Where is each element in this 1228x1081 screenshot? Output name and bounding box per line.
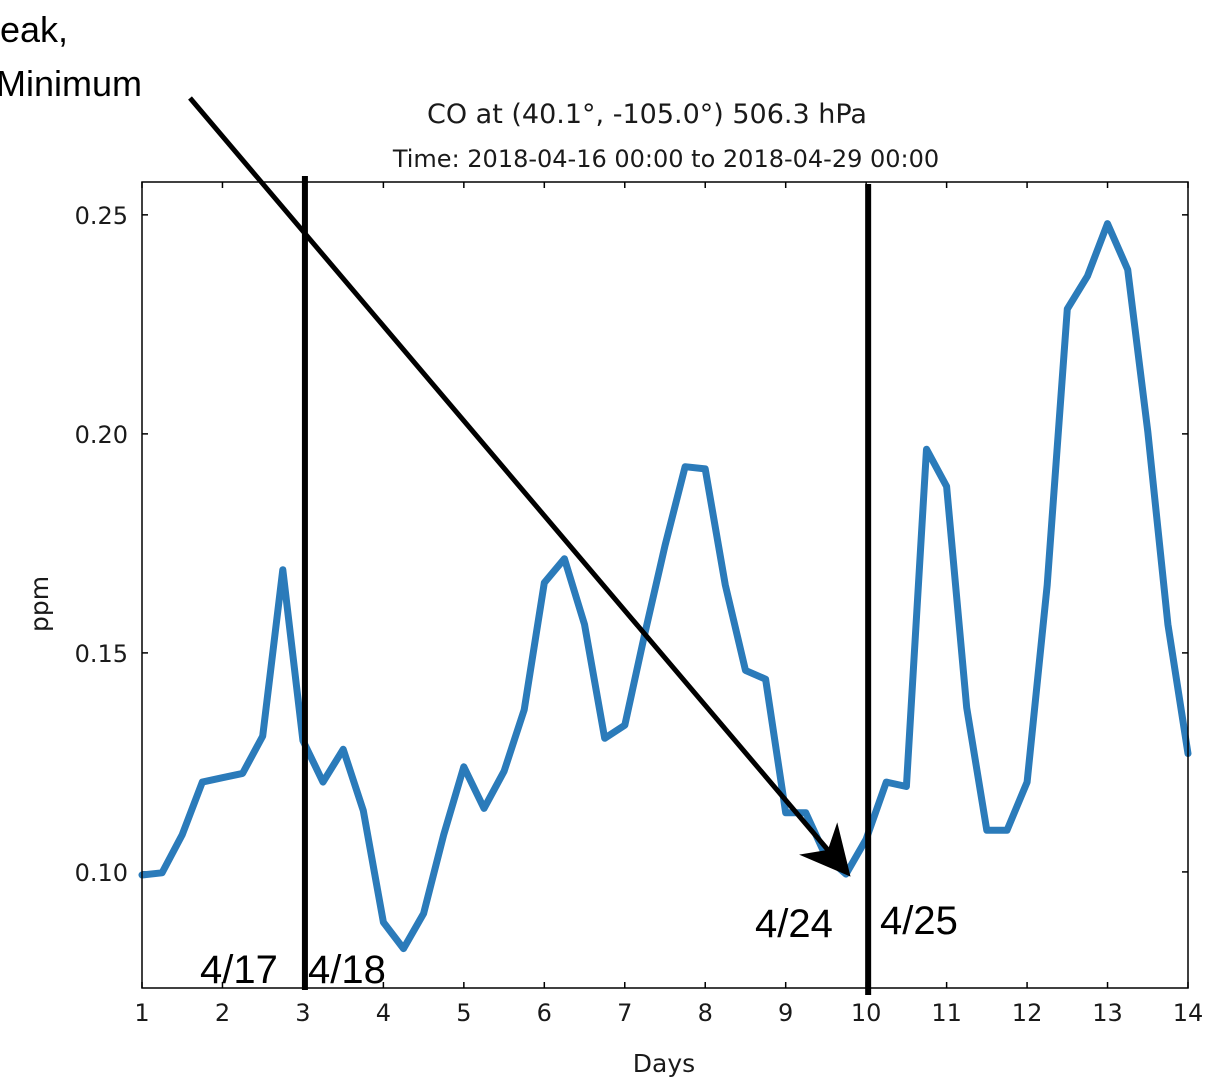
label-4-17: 4/17: [200, 948, 278, 992]
label-4-18: 4/18: [308, 948, 386, 992]
x-axis-ticks: 1 2 3 4 5 6 7 8 9 10 11 12 13 14: [134, 182, 1203, 1027]
label-4-25: 4/25: [880, 899, 958, 943]
label-4-24: 4/24: [755, 902, 833, 946]
callout-text-line2: Minimum: [0, 63, 142, 104]
y-axis-label: ppm: [25, 576, 54, 632]
y-axis-ticks: 0.10 0.15 0.20 0.25: [75, 202, 1188, 887]
x-tick-label: 11: [931, 999, 962, 1027]
x-tick-label: 12: [1012, 999, 1043, 1027]
y-tick-label: 0.20: [75, 421, 128, 449]
x-tick-label: 9: [778, 999, 793, 1027]
co-series-line: [138, 220, 1192, 953]
x-tick-label: 10: [851, 999, 882, 1027]
callout-text-line1: eak,: [0, 9, 68, 50]
plot-frame: [141, 181, 1189, 989]
x-tick-label: 8: [698, 999, 713, 1027]
x-tick-label: 14: [1173, 999, 1204, 1027]
x-tick-label: 7: [617, 999, 632, 1027]
x-tick-label: 5: [456, 999, 471, 1027]
y-tick-label: 0.15: [75, 640, 128, 668]
x-tick-label: 4: [376, 999, 391, 1027]
x-axis-label: Days: [633, 1049, 695, 1078]
x-tick-label: 3: [295, 999, 310, 1027]
chart-title: CO at (40.1°, -105.0°) 506.3 hPa: [427, 99, 867, 130]
x-tick-label: 1: [134, 999, 149, 1027]
chart-subtitle: Time: 2018-04-16 00:00 to 2018-04-29 00:…: [392, 145, 939, 173]
y-tick-label: 0.10: [75, 859, 128, 887]
y-tick-label: 0.25: [75, 202, 128, 230]
minimum-callout-arrow: [188, 96, 851, 877]
x-tick-label: 13: [1092, 999, 1123, 1027]
x-tick-label: 2: [215, 999, 230, 1027]
x-tick-label: 6: [537, 999, 552, 1027]
